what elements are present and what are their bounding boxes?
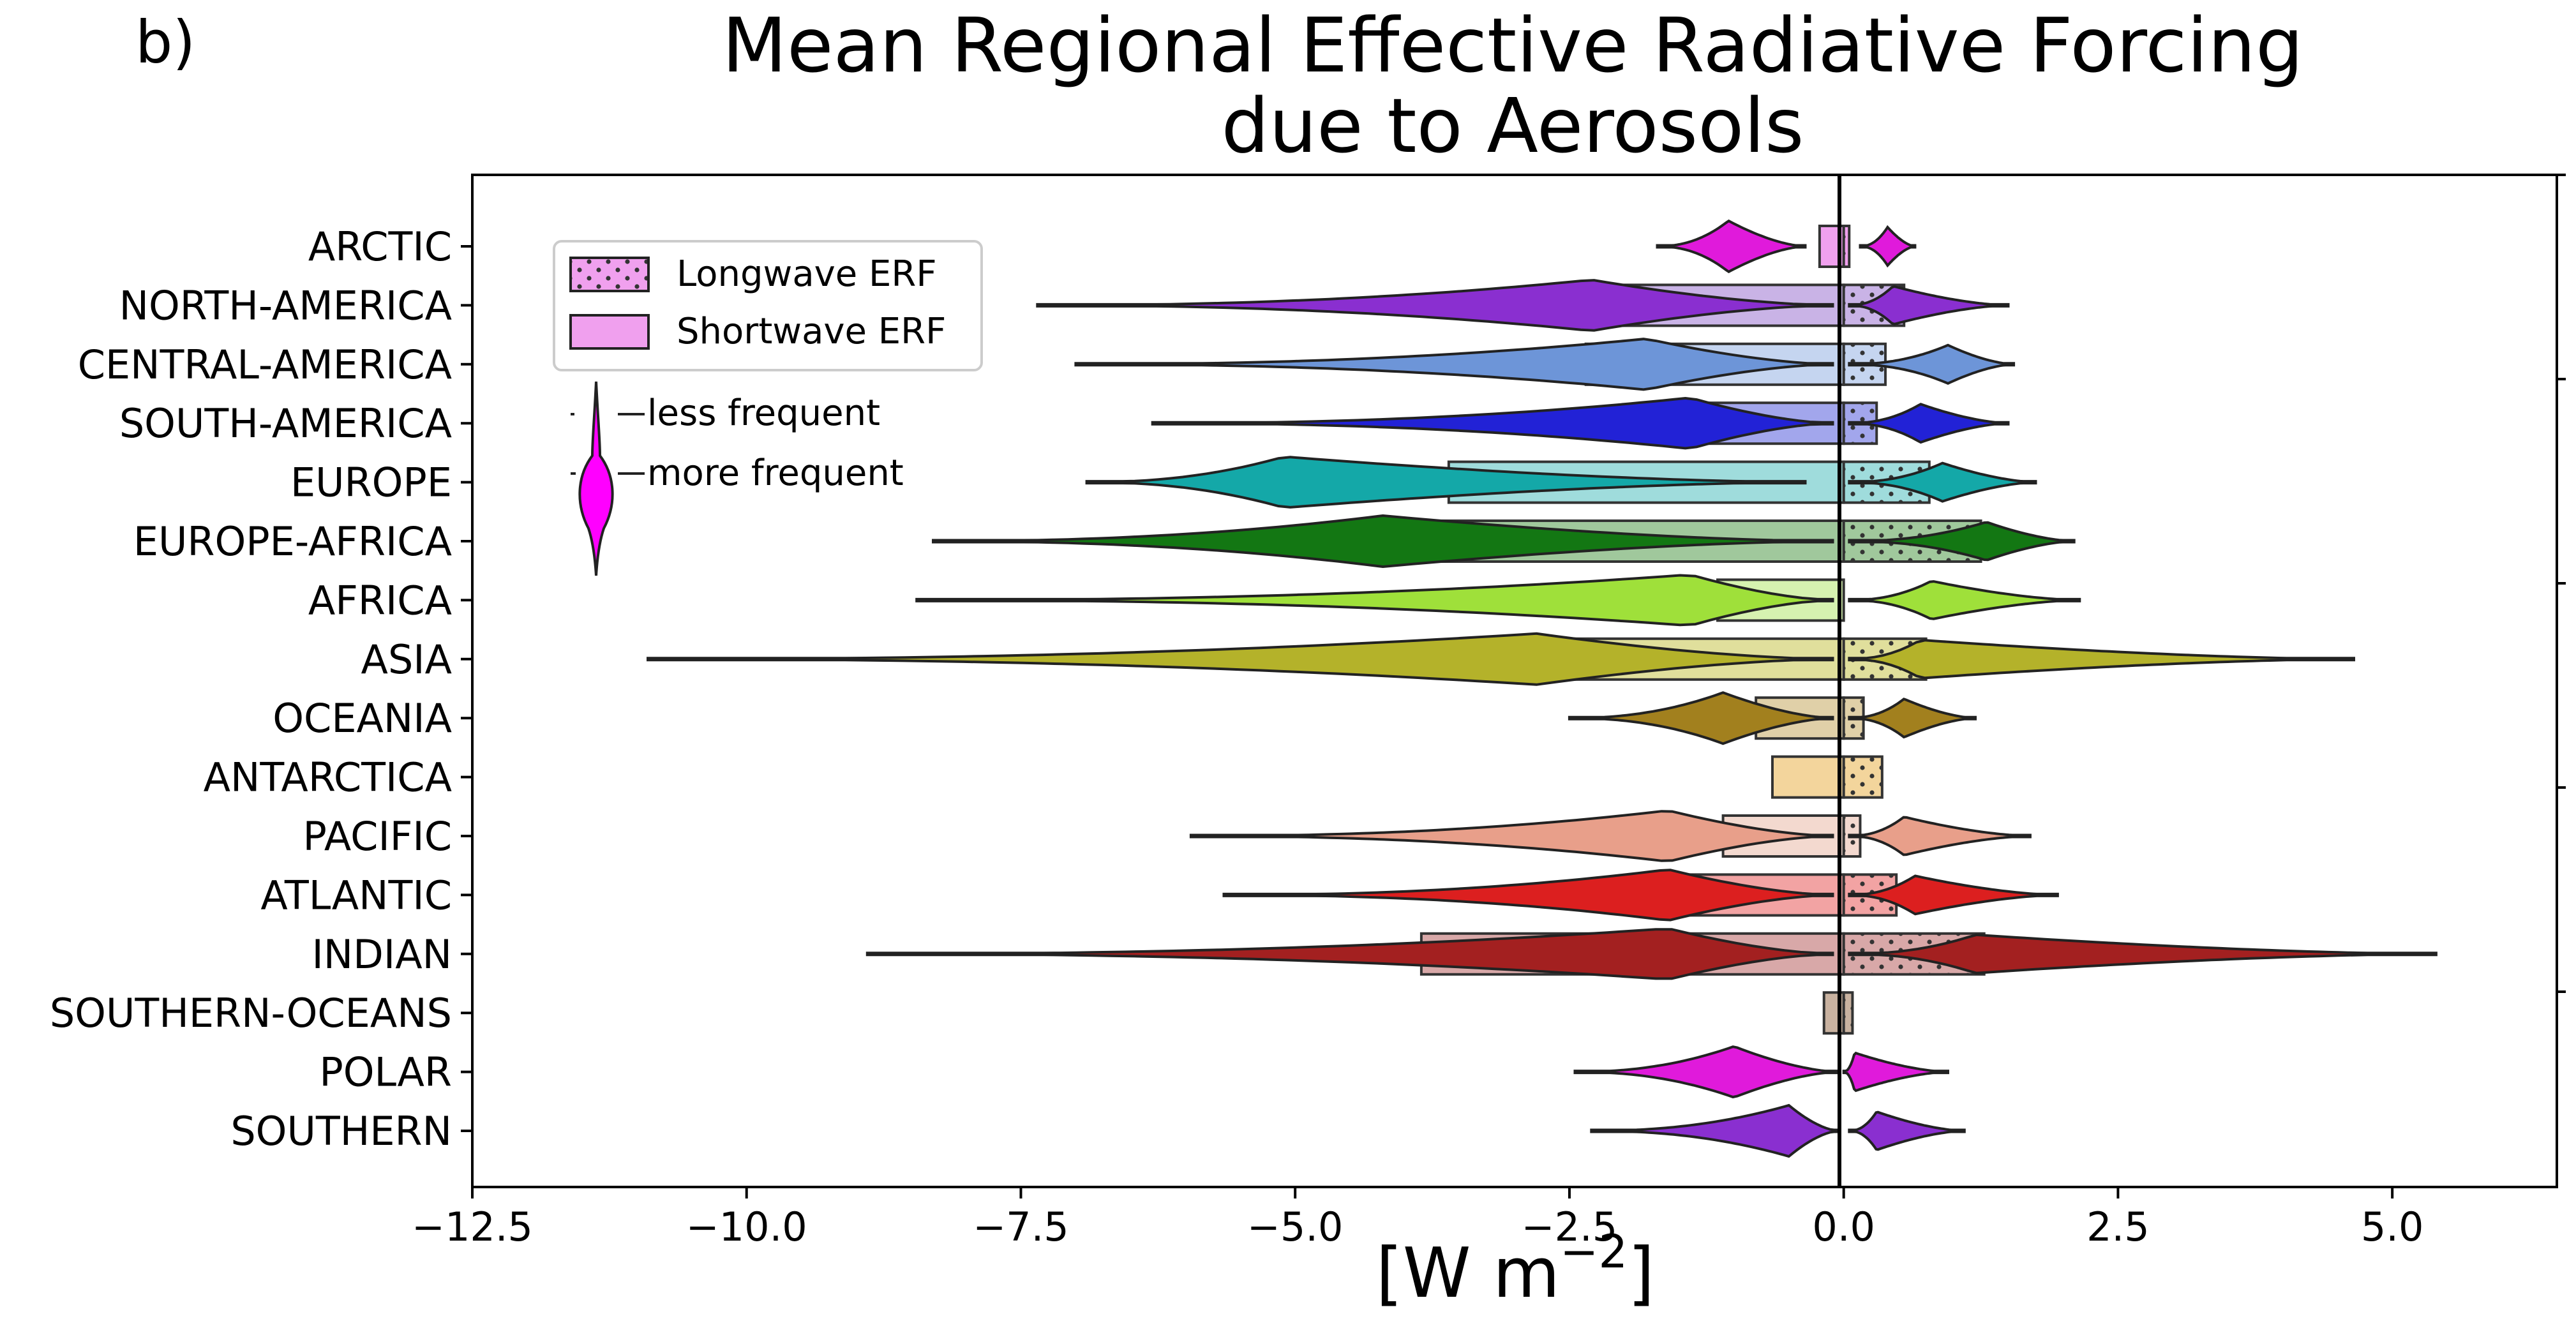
legend-shortwave-swatch xyxy=(569,314,650,350)
y-tick-label-polar: POLAR xyxy=(319,1049,452,1096)
shortwave-violin-north-america xyxy=(1036,279,1834,332)
y-tick-label-southern: SOUTHERN xyxy=(230,1108,452,1154)
shortwave-violin-pacific xyxy=(1189,810,1834,862)
shortwave-violin-polar xyxy=(1573,1045,1840,1099)
shortwave-violin-europe-africa xyxy=(932,514,1834,569)
panel-label: b) xyxy=(135,8,195,77)
shortwave-bar-antarctica xyxy=(1771,755,1845,799)
longwave-hatch-arctic xyxy=(1843,226,1850,267)
x-tick-label-4: −2.5 xyxy=(1522,1204,1618,1250)
y-tick-label-southern-oceans: SOUTHERN-OCEANS xyxy=(50,990,452,1036)
shortwave-violin-southern xyxy=(1590,1103,1840,1158)
y-tick-label-pacific: PACIFIC xyxy=(303,813,452,860)
x-axis-label: [W m−2] xyxy=(1376,1225,1655,1313)
shortwave-violin-europe xyxy=(1085,456,1807,509)
longwave-violin-southern xyxy=(1848,1110,1966,1151)
longwave-violin-south-america xyxy=(1848,403,2010,444)
longwave-violin-atlantic xyxy=(1848,874,2059,916)
x-tick-label-0: −12.5 xyxy=(412,1204,533,1250)
shortwave-violin-arctic xyxy=(1656,219,1807,274)
legend-shortwave-label: Shortwave ERF xyxy=(677,311,946,352)
longwave-hatch-southern-oceans xyxy=(1843,992,1853,1034)
violin-distributions xyxy=(647,219,2437,1158)
y-tick-label-africa: AFRICA xyxy=(308,577,452,623)
longwave-violin-pacific xyxy=(1848,816,2032,856)
shortwave-violin-oceania xyxy=(1568,691,1834,745)
legend-more-frequent-label: more frequent xyxy=(647,452,904,494)
y-tick-label-asia: ASIA xyxy=(361,636,452,683)
y-tick-label-europe: EUROPE xyxy=(290,459,452,506)
x-tick-label-6: 2.5 xyxy=(2086,1204,2150,1250)
shortwave-violin-central-america xyxy=(1074,338,1834,391)
y-tick-label-central-america: CENTRAL-AMERICA xyxy=(78,341,452,388)
longwave-violin-indian xyxy=(1848,933,2437,974)
longwave-violin-oceania xyxy=(1848,698,1977,739)
longwave-violin-europe xyxy=(1848,461,2037,503)
y-tick-label-south-america: SOUTH-AMERICA xyxy=(119,400,452,447)
shortwave-violin-asia xyxy=(647,632,1834,686)
chart-title-line-1: Mean Regional Effective Radiative Forcin… xyxy=(722,1,2303,89)
shortwave-violin-indian xyxy=(865,928,1834,980)
longwave-violin-arctic xyxy=(1859,225,1917,268)
y-axis: ARCTIC NORTH-AMERICA CENTRAL-AMERICA SOUTH-… xyxy=(50,223,472,1154)
y-tick-label-antarctica: ANTARCTICA xyxy=(204,754,452,801)
shortwave-violin-africa xyxy=(915,574,1834,627)
legend-violin-icon xyxy=(578,381,614,576)
x-tick-label-2: −7.5 xyxy=(973,1204,1069,1250)
plot-area xyxy=(471,174,2558,1188)
longwave-violin-polar xyxy=(1842,1051,1949,1093)
legend-frame xyxy=(553,240,983,371)
y-tick-label-oceania: OCEANIA xyxy=(273,695,452,742)
x-tick-label-7: 5.0 xyxy=(2361,1204,2424,1250)
legend-less-frequent-label: less frequent xyxy=(647,392,880,434)
longwave-hatch-antarctica xyxy=(1843,756,1882,798)
y-tick-label-atlantic: ATLANTIC xyxy=(260,872,452,918)
y-tick-label-north-america: NORTH-AMERICA xyxy=(119,282,452,329)
y-tick-label-europe-africa: EUROPE-AFRICA xyxy=(133,518,452,565)
longwave-violin-africa xyxy=(1848,580,2081,620)
longwave-violin-asia xyxy=(1848,639,2355,680)
y-tick-label-arctic: ARCTIC xyxy=(308,223,452,270)
x-tick-label-5: 0.0 xyxy=(1812,1204,1875,1250)
longwave-violin-central-america xyxy=(1848,343,2016,385)
right-axis-ticks xyxy=(2557,174,2566,993)
longwave-violin-europe-africa xyxy=(1848,521,2076,562)
shortwave-violin-south-america xyxy=(1151,396,1834,450)
chart-title-line-2: due to Aerosols xyxy=(1221,82,1804,170)
legend-longwave-label: Longwave ERF xyxy=(677,253,937,295)
legend: Longwave ERF Shortwave ERF less frequent… xyxy=(553,240,983,576)
shortwave-violin-atlantic xyxy=(1222,869,1834,922)
x-tick-label-1: −10.0 xyxy=(686,1204,807,1250)
longwave-violin-north-america xyxy=(1848,285,2010,326)
y-tick-label-indian: INDIAN xyxy=(312,931,452,978)
x-tick-label-3: −5.0 xyxy=(1247,1204,1344,1250)
x-axis: −12.5 −10.0 −7.5 −5.0 −2.5 0.0 2.5 5.0 xyxy=(412,1187,2423,1250)
legend-longwave-hatch xyxy=(569,257,650,292)
